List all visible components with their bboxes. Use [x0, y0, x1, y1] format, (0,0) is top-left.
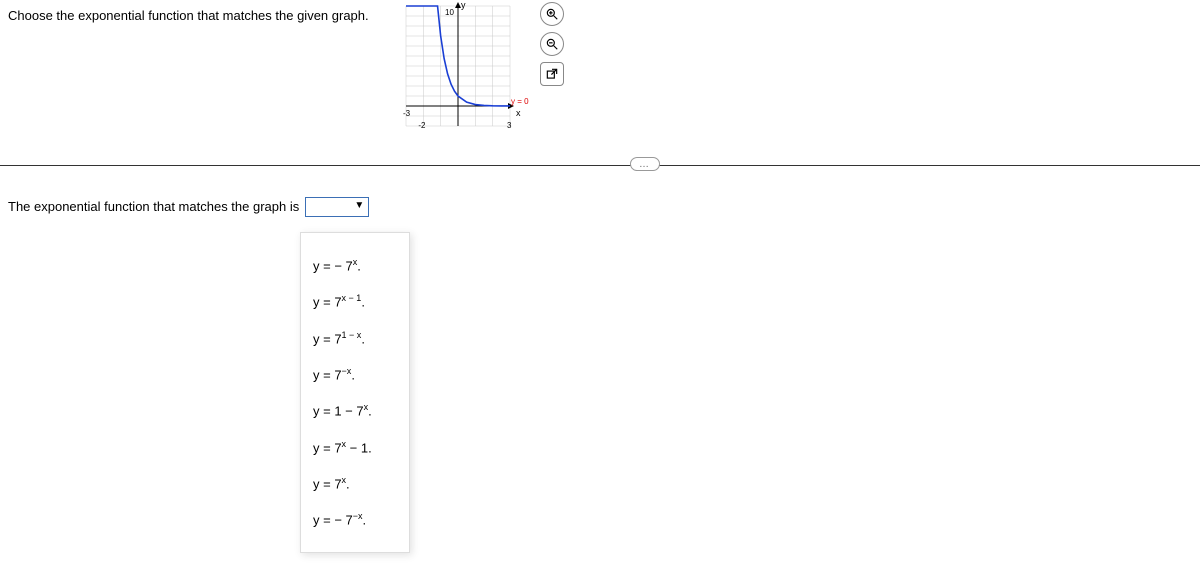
dropdown-option[interactable]: y = − 7x. — [301, 247, 409, 283]
dropdown-option[interactable]: y = 1 − 7x. — [301, 392, 409, 428]
dropdown-option[interactable]: y = − 7−x. — [301, 501, 409, 537]
zoom-in-button[interactable] — [540, 2, 564, 26]
zoom-out-icon — [545, 37, 559, 51]
dropdown-option[interactable]: y = 71 − x. — [301, 320, 409, 356]
exponential-graph: y x 10 -3 -2 3 y = 0 — [400, 0, 534, 136]
dropdown-option[interactable]: y = 7x. — [301, 465, 409, 501]
dropdown-option[interactable]: y = 7−x. — [301, 356, 409, 392]
answer-select[interactable] — [305, 197, 369, 217]
svg-text:x: x — [516, 108, 521, 118]
popout-button[interactable] — [540, 62, 564, 86]
graph-panel: y x 10 -3 -2 3 y = 0 — [400, 0, 534, 136]
answer-prompt: The exponential function that matches th… — [8, 197, 299, 214]
more-options-button[interactable]: … — [630, 157, 660, 171]
section-divider — [0, 165, 1200, 166]
question-prompt: Choose the exponential function that mat… — [8, 8, 388, 155]
dropdown-option[interactable]: y = 7x − 1. — [301, 283, 409, 319]
svg-text:-2: -2 — [418, 121, 426, 130]
svg-text:y: y — [461, 0, 466, 10]
svg-text:10: 10 — [445, 8, 454, 17]
svg-text:3: 3 — [507, 121, 512, 130]
zoom-out-button[interactable] — [540, 32, 564, 56]
zoom-in-icon — [545, 7, 559, 21]
popout-icon — [545, 67, 559, 81]
svg-text:-3: -3 — [403, 109, 411, 118]
answer-dropdown-panel: y = − 7x.y = 7x − 1.y = 71 − x.y = 7−x.y… — [300, 232, 410, 553]
dropdown-option[interactable]: y = 7x − 1. — [301, 429, 409, 465]
svg-text:y = 0: y = 0 — [511, 97, 529, 106]
